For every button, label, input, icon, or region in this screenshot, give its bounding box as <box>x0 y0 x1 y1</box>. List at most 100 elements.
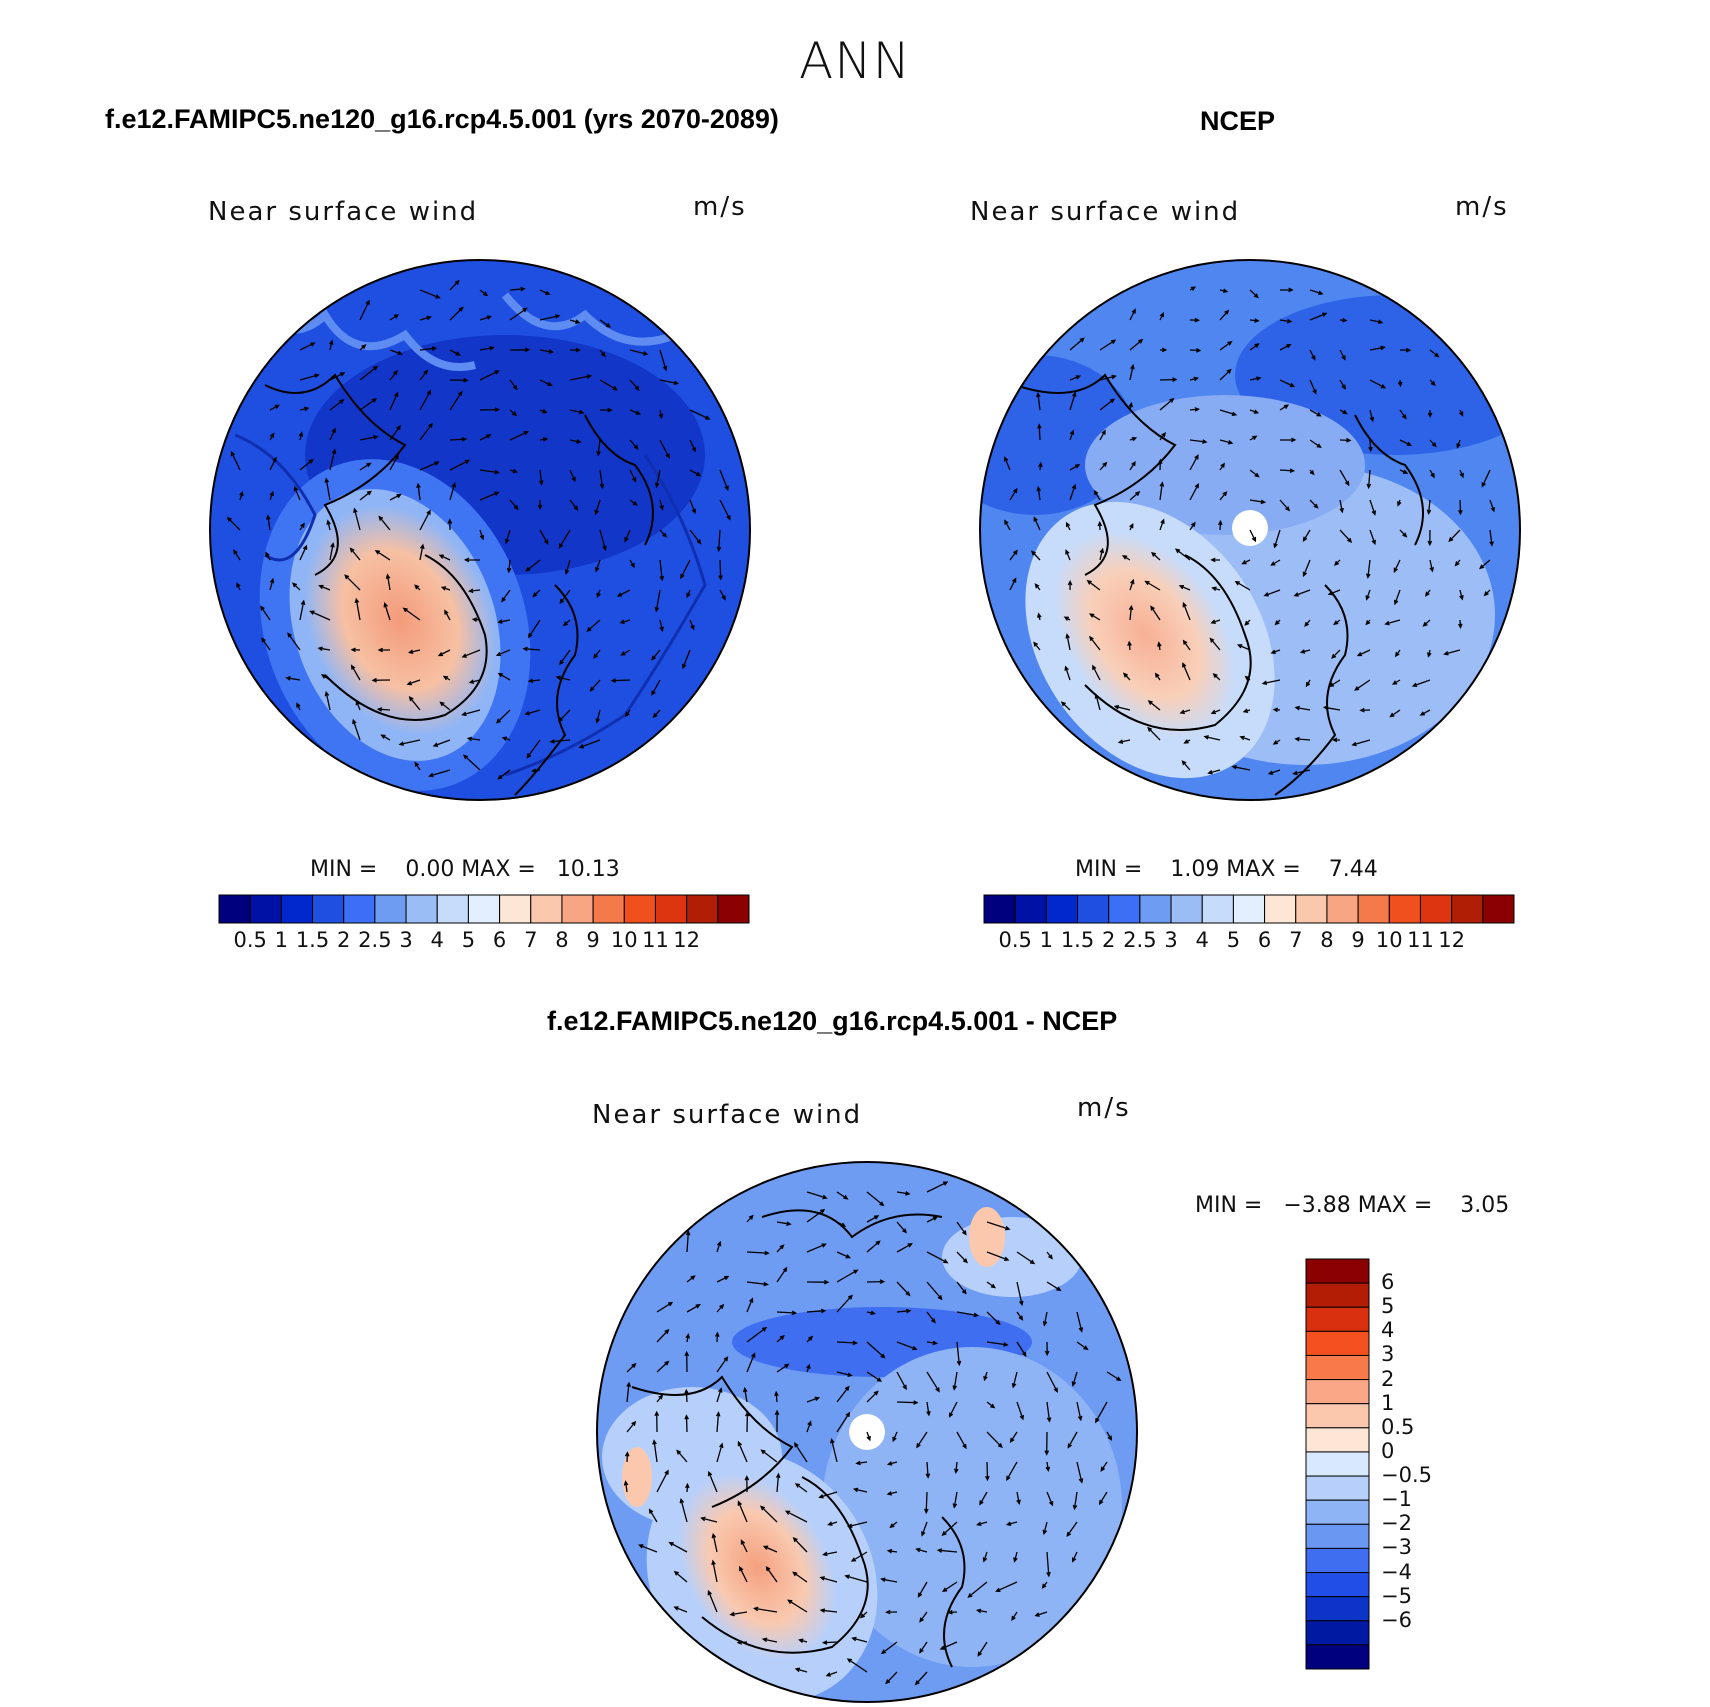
wind-vector-arrow <box>1249 499 1267 505</box>
wind-vector-arrow <box>716 1442 724 1463</box>
wind-vector-arrow <box>324 690 331 711</box>
wind-vector-arrow <box>886 1461 898 1466</box>
wind-vector-arrow <box>736 1640 748 1645</box>
wind-vector-arrow <box>1458 409 1464 417</box>
colorbar-swatch <box>1305 1644 1370 1670</box>
wind-vector-arrow <box>1279 468 1296 474</box>
wind-vector-arrow <box>530 768 541 773</box>
wind-vector-arrow <box>496 709 511 724</box>
colorbar-tick-label: 1 <box>1381 1390 1395 1415</box>
wind-vector-arrow <box>1399 409 1407 420</box>
wind-vector-arrow <box>866 1341 886 1359</box>
wind-vector-arrow <box>1489 499 1495 513</box>
wind-vector-arrow <box>408 696 421 711</box>
wind-vector-arrow <box>1037 612 1042 621</box>
wind-vector-arrow <box>1394 649 1401 658</box>
wind-vector-arrow <box>419 289 441 299</box>
wind-vector-arrow <box>806 1396 821 1403</box>
wind-vector-arrow <box>1189 376 1200 382</box>
wind-vector-arrow <box>569 499 579 511</box>
wind-vector-arrow <box>1249 529 1257 543</box>
wind-vector-arrow <box>419 389 432 411</box>
wind-vector-arrow <box>746 1250 770 1256</box>
panel-3-variable: Near surface wind <box>592 1100 863 1130</box>
wind-vector-arrow <box>329 448 337 471</box>
wind-vector-arrow <box>1212 673 1221 681</box>
wind-vector-arrow <box>624 1451 630 1463</box>
wind-vector-arrow <box>1261 679 1281 686</box>
wind-vector-arrow <box>586 619 601 632</box>
colorbar-swatch <box>1305 1499 1370 1525</box>
wind-vector-arrow <box>1067 1431 1078 1449</box>
wind-vector-arrow <box>846 1658 868 1673</box>
wind-vector-arrow <box>715 1411 721 1433</box>
wind-vector-arrow <box>479 315 493 321</box>
wind-vector-arrow <box>509 431 529 441</box>
wind-vector-arrow <box>1249 435 1258 441</box>
wind-vector-arrow <box>684 1350 690 1373</box>
wind-vector-arrow <box>1097 520 1103 531</box>
wind-vector-arrow <box>1006 1461 1018 1481</box>
wind-vector-arrow <box>1181 760 1191 771</box>
wind-vector-arrow <box>509 468 519 474</box>
wind-vector-arrow <box>407 649 421 655</box>
wind-vector-arrow <box>792 1571 808 1583</box>
wind-vector-arrow <box>1458 619 1463 629</box>
wind-vector-arrow <box>656 1328 670 1343</box>
panel-3-stats: MIN = −3.88 MAX = 3.05 <box>1195 1193 1510 1218</box>
wind-vector-arrow <box>1129 338 1144 351</box>
wind-vector-arrow <box>1076 1461 1084 1484</box>
wind-vector-arrow <box>599 469 605 490</box>
wind-vector-arrow <box>689 499 696 515</box>
wind-vector-arrow <box>866 1431 871 1442</box>
wind-vector-arrow <box>1033 516 1041 531</box>
wind-vector-arrow <box>1429 469 1435 479</box>
wind-vector-arrow <box>527 678 541 684</box>
wind-vector-arrow <box>926 1216 939 1223</box>
wind-vector-arrow <box>1241 559 1251 565</box>
colorbar-swatch <box>1305 1258 1370 1284</box>
wind-vector-arrow <box>1427 409 1433 418</box>
wind-vector-arrow <box>589 679 601 692</box>
wind-vector-arrow <box>261 637 271 651</box>
wind-vector-arrow <box>947 1609 958 1615</box>
wind-vector-arrow <box>359 490 372 501</box>
wind-vector-arrow <box>309 610 331 621</box>
wind-vector-arrow <box>292 582 301 591</box>
colorbar-swatch <box>1305 1475 1370 1501</box>
wind-vector-arrow <box>1038 461 1043 471</box>
wind-vector-arrow <box>1189 482 1200 501</box>
wind-vector-arrow <box>1045 1461 1051 1473</box>
colorbar-swatch <box>1139 894 1172 924</box>
wind-vector-arrow <box>329 427 336 441</box>
wind-vector-arrow <box>299 373 320 381</box>
wind-vector-arrow <box>539 314 561 321</box>
wind-vector-arrow <box>776 1363 790 1373</box>
wind-vector-arrow <box>648 1508 658 1523</box>
wind-vector-arrow <box>921 1521 928 1537</box>
wind-vector-arrow <box>1393 589 1401 606</box>
wind-vector-arrow <box>976 1521 988 1527</box>
colorbar-swatch <box>686 894 719 924</box>
wind-vector-arrow <box>659 349 668 372</box>
colorbar-tick-label: 11 <box>642 928 669 952</box>
wind-vector-arrow <box>344 574 361 591</box>
colorbar-tick-label: 7 <box>524 928 538 952</box>
wind-vector-arrow <box>719 499 731 521</box>
wind-vector-arrow <box>1071 1371 1078 1387</box>
wind-vector-arrow <box>1063 616 1071 621</box>
wind-vector-arrow <box>1071 1551 1078 1563</box>
colorbar-tick-label: 8 <box>555 928 569 952</box>
wind-vector-arrow <box>1249 289 1259 299</box>
colorbar-swatch <box>1305 1596 1370 1622</box>
wind-vector-arrow <box>1088 613 1101 621</box>
wind-vector-arrow <box>953 1461 959 1474</box>
wind-vector-arrow <box>926 1371 940 1393</box>
wind-vector-arrow <box>1076 1341 1089 1351</box>
wind-vector-arrow <box>1219 409 1238 417</box>
wind-vector-arrow <box>1036 485 1041 501</box>
wind-vector-arrow <box>1182 601 1191 621</box>
wind-vector-arrow <box>1219 490 1228 501</box>
wind-vector-arrow <box>926 1181 949 1193</box>
wind-vector-arrow <box>880 1577 898 1583</box>
